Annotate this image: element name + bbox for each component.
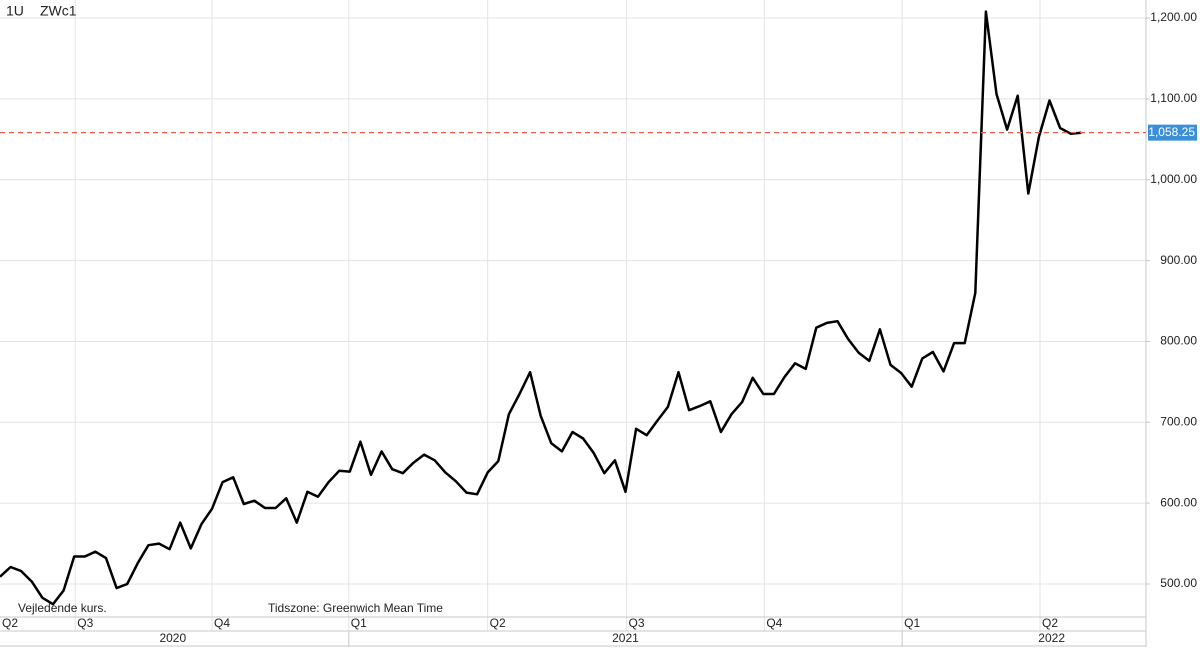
timezone: Tidszone: Greenwich Mean Time: [268, 601, 443, 615]
note: Vejledende kurs.: [18, 601, 107, 615]
x-tick-label: Q2: [1042, 616, 1058, 630]
x-tick-label: Q1: [904, 616, 920, 630]
y-tick-label: 1,200.00: [1150, 10, 1197, 24]
price-line: [0, 10, 1082, 606]
y-tick-label: 500.00: [1160, 576, 1197, 590]
year-label: 2021: [612, 631, 639, 645]
last-price-box: [1148, 124, 1197, 141]
year-label: 2022: [1038, 631, 1065, 645]
y-tick-label: 1,100.00: [1150, 91, 1197, 105]
x-tick-label: Q1: [351, 616, 367, 630]
symbol[interactable]: ZWc1: [40, 3, 77, 19]
y-tick-label: 600.00: [1160, 495, 1197, 509]
grid: [0, 0, 1146, 631]
y-tick-label: 1,000.00: [1150, 172, 1197, 186]
last-price-label: 1,058.25: [1148, 125, 1195, 139]
x-tick-label: Q2: [2, 616, 18, 630]
resolution[interactable]: 1U: [6, 3, 24, 19]
x-tick-label: Q3: [77, 616, 93, 630]
year-label: 2020: [159, 631, 186, 645]
x-tick-label: Q4: [766, 616, 782, 630]
y-tick-label: 900.00: [1160, 253, 1197, 267]
x-tick-label: Q3: [629, 616, 645, 630]
x-tick-label: Q4: [214, 616, 230, 630]
y-tick-label: 800.00: [1160, 334, 1197, 348]
x-tick-label: Q2: [490, 616, 506, 630]
y-tick-label: 700.00: [1160, 414, 1197, 428]
